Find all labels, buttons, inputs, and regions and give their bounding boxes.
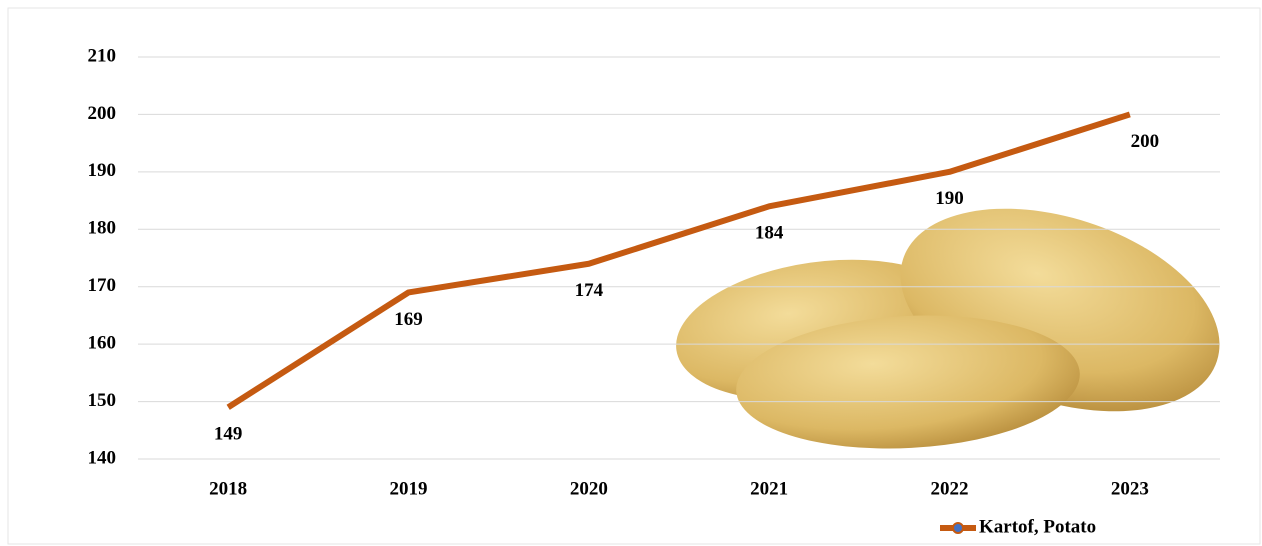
y-tick-label: 200 <box>88 103 117 124</box>
x-tick-label: 2018 <box>209 478 247 499</box>
y-tick-label: 160 <box>88 333 117 354</box>
x-tick-label: 2021 <box>750 478 788 499</box>
x-tick-label: 2022 <box>931 478 969 499</box>
x-tick-label: 2020 <box>570 478 608 499</box>
line <box>226 111 1131 410</box>
y-tick-label: 170 <box>88 275 117 296</box>
y-tick-label: 180 <box>88 218 117 239</box>
x-tick-label: 2023 <box>1111 478 1149 499</box>
data-label: 169 <box>394 309 423 330</box>
y-tick-label: 210 <box>88 45 117 66</box>
y-tick-label: 140 <box>88 447 117 468</box>
legend-label: Kartof, Potato <box>979 516 1096 537</box>
data-label: 190 <box>935 188 964 209</box>
x-tick-label: 2019 <box>390 478 428 499</box>
legend-marker <box>952 522 964 534</box>
data-label: 174 <box>575 280 604 301</box>
frame <box>7 7 1261 545</box>
data-label: 184 <box>755 223 784 244</box>
data-label: 200 <box>1131 131 1160 152</box>
data-label: 149 <box>214 424 243 445</box>
potato-image <box>676 208 1220 449</box>
y-tick-label: 150 <box>88 390 117 411</box>
y-tick-label: 190 <box>88 160 117 181</box>
